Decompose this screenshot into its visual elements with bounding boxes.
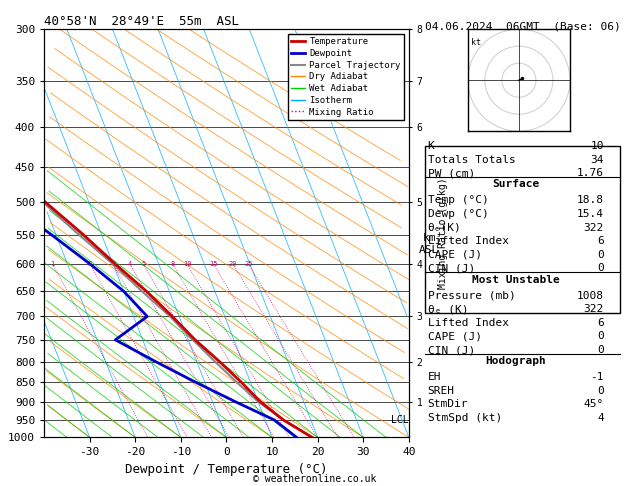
Text: Hodograph: Hodograph bbox=[486, 356, 546, 366]
Text: kt: kt bbox=[471, 38, 481, 47]
Y-axis label: km
ASL: km ASL bbox=[419, 233, 440, 255]
Text: EH: EH bbox=[428, 372, 441, 382]
Text: 322: 322 bbox=[584, 223, 604, 233]
Text: 6: 6 bbox=[597, 236, 604, 246]
Text: θₑ (K): θₑ (K) bbox=[428, 304, 468, 314]
Text: CIN (J): CIN (J) bbox=[428, 263, 475, 274]
Text: 1.76: 1.76 bbox=[577, 168, 604, 178]
Text: CAPE (J): CAPE (J) bbox=[428, 331, 482, 342]
Text: StmDir: StmDir bbox=[428, 399, 468, 410]
Text: 4: 4 bbox=[128, 261, 132, 267]
Y-axis label: hPa: hPa bbox=[0, 222, 3, 244]
Text: StmSpd (kt): StmSpd (kt) bbox=[428, 413, 502, 423]
Text: 0: 0 bbox=[597, 345, 604, 355]
Text: PW (cm): PW (cm) bbox=[428, 168, 475, 178]
Text: 0: 0 bbox=[597, 250, 604, 260]
Text: Surface: Surface bbox=[492, 179, 540, 190]
Text: 45°: 45° bbox=[584, 399, 604, 410]
Legend: Temperature, Dewpoint, Parcel Trajectory, Dry Adiabat, Wet Adiabat, Isotherm, Mi: Temperature, Dewpoint, Parcel Trajectory… bbox=[287, 34, 404, 120]
Text: 4: 4 bbox=[597, 413, 604, 423]
Text: 0: 0 bbox=[597, 331, 604, 342]
Text: 322: 322 bbox=[584, 304, 604, 314]
Text: SREH: SREH bbox=[428, 386, 455, 396]
Text: 1: 1 bbox=[50, 261, 55, 267]
Text: © weatheronline.co.uk: © weatheronline.co.uk bbox=[253, 473, 376, 484]
Text: Lifted Index: Lifted Index bbox=[428, 318, 509, 328]
Text: -1: -1 bbox=[591, 372, 604, 382]
Text: Most Unstable: Most Unstable bbox=[472, 275, 560, 285]
Text: 15: 15 bbox=[209, 261, 218, 267]
X-axis label: Dewpoint / Temperature (°C): Dewpoint / Temperature (°C) bbox=[125, 463, 328, 476]
Text: 5: 5 bbox=[142, 261, 146, 267]
Text: Totals Totals: Totals Totals bbox=[428, 155, 516, 165]
Text: 18.8: 18.8 bbox=[577, 195, 604, 206]
Text: 3: 3 bbox=[111, 261, 115, 267]
Text: 25: 25 bbox=[244, 261, 253, 267]
Text: K: K bbox=[428, 141, 435, 151]
Text: 6: 6 bbox=[597, 318, 604, 328]
Text: 10: 10 bbox=[591, 141, 604, 151]
Text: Dewp (°C): Dewp (°C) bbox=[428, 209, 489, 219]
Text: 40°58'N  28°49'E  55m  ASL: 40°58'N 28°49'E 55m ASL bbox=[44, 15, 239, 28]
Text: 04.06.2024  06GMT  (Base: 06): 04.06.2024 06GMT (Base: 06) bbox=[425, 22, 620, 32]
Text: Temp (°C): Temp (°C) bbox=[428, 195, 489, 206]
Text: 15.4: 15.4 bbox=[577, 209, 604, 219]
Text: LCL: LCL bbox=[391, 415, 409, 425]
Text: 0: 0 bbox=[597, 386, 604, 396]
Text: 8: 8 bbox=[170, 261, 175, 267]
Text: 1008: 1008 bbox=[577, 291, 604, 301]
Text: 10: 10 bbox=[183, 261, 191, 267]
Text: 0: 0 bbox=[597, 263, 604, 274]
Text: 2: 2 bbox=[88, 261, 92, 267]
Text: Lifted Index: Lifted Index bbox=[428, 236, 509, 246]
Text: 20: 20 bbox=[229, 261, 237, 267]
Text: Mixing Ratio (g/kg): Mixing Ratio (g/kg) bbox=[438, 177, 448, 289]
Text: CIN (J): CIN (J) bbox=[428, 345, 475, 355]
Text: CAPE (J): CAPE (J) bbox=[428, 250, 482, 260]
Text: 34: 34 bbox=[591, 155, 604, 165]
Text: Pressure (mb): Pressure (mb) bbox=[428, 291, 516, 301]
Text: θₑ(K): θₑ(K) bbox=[428, 223, 462, 233]
